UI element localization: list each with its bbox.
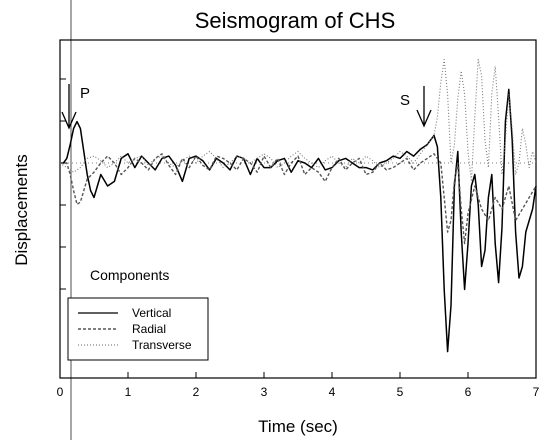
- chart-title: Seismogram of CHS: [195, 8, 396, 33]
- legend-label-radial: Radial: [132, 322, 166, 336]
- series-line-transverse: [59, 58, 537, 182]
- p-wave-label: P: [80, 85, 90, 102]
- y-tick-marks: [60, 78, 66, 290]
- p-wave-annotation: P: [61, 84, 90, 130]
- legend-box: [67, 297, 209, 361]
- y-axis-label: Displacements: [12, 154, 31, 266]
- x-ticks: 0 1 2 3 4 5 6 7: [57, 372, 540, 399]
- s-arrow-icon: [416, 86, 432, 128]
- x-tick-label: 1: [125, 385, 132, 399]
- x-axis-label: Time (sec): [258, 417, 338, 436]
- s-wave-label: S: [400, 92, 410, 109]
- legend-label-vertical: Vertical: [132, 306, 171, 320]
- x-tick-label: 4: [329, 385, 336, 399]
- legend: Components Vertical Radial Transverse: [67, 267, 209, 361]
- x-tick-label: 3: [261, 385, 268, 399]
- s-wave-annotation: S: [400, 86, 432, 128]
- x-tick-label: 5: [397, 385, 404, 399]
- series-layer: [59, 58, 537, 353]
- x-tick-label: 7: [533, 385, 540, 399]
- p-arrow-icon: [61, 84, 77, 130]
- x-tick-label: 2: [193, 385, 200, 399]
- x-tick-label: 6: [465, 385, 472, 399]
- x-tick-label: 0: [57, 385, 64, 399]
- legend-label-transverse: Transverse: [132, 338, 192, 352]
- series-line-vertical: [60, 88, 537, 353]
- legend-title: Components: [90, 267, 169, 283]
- plot-frame: [59, 39, 537, 379]
- series-line-radial: [60, 153, 537, 245]
